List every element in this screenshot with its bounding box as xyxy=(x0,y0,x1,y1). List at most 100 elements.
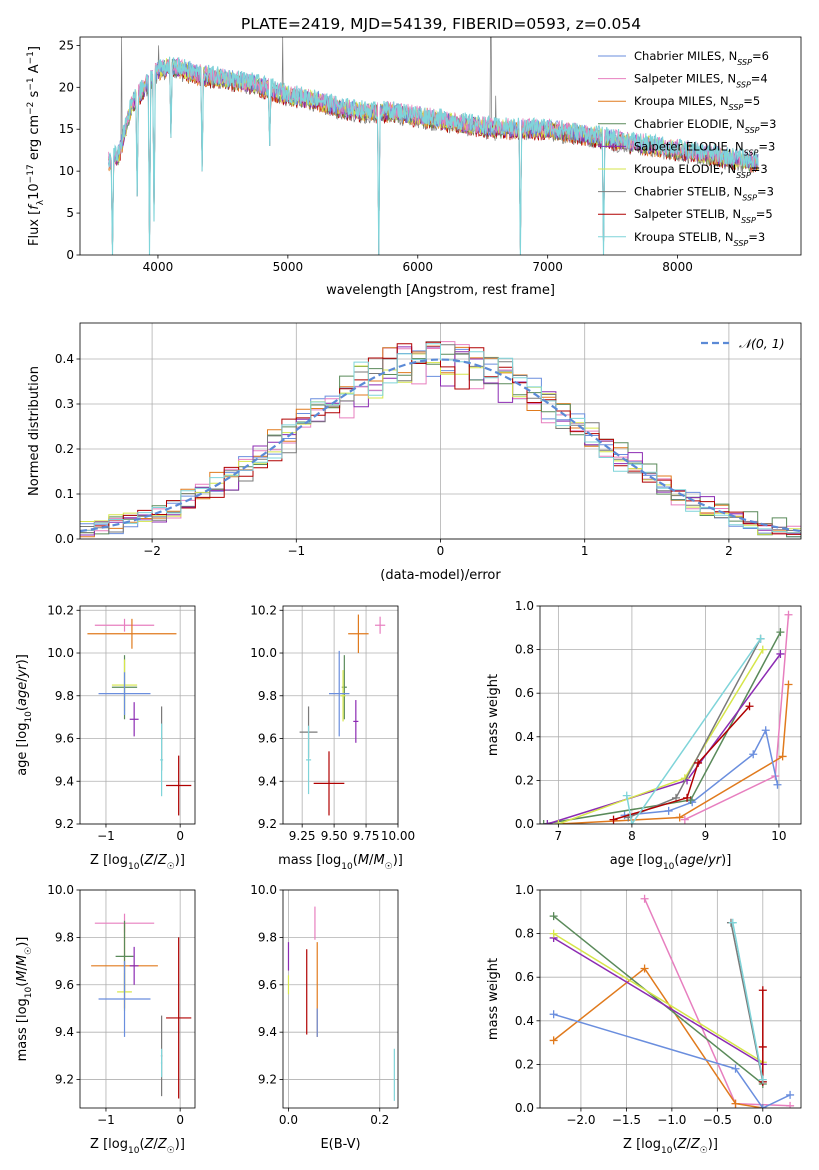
series-marker xyxy=(786,1090,795,1099)
y-tick-label: 9.2 xyxy=(258,1073,277,1087)
series-marker xyxy=(627,820,636,824)
series-salpeter-elodie xyxy=(543,649,785,824)
y-tick-label: 9.8 xyxy=(55,689,74,703)
series-marker xyxy=(749,750,758,759)
errorbar-kroupa-stelib xyxy=(160,723,164,797)
weight-lines xyxy=(549,894,795,1108)
x-tick-label: 5000 xyxy=(273,260,304,274)
y-tick-label: 0.4 xyxy=(515,730,534,744)
histogram-kroupa-stelib xyxy=(80,343,801,534)
y-tick-label: 0.2 xyxy=(55,442,74,456)
series-marker xyxy=(776,649,785,658)
x-tick-label: 9 xyxy=(702,829,710,843)
y-tick-label: 0.0 xyxy=(515,817,534,831)
series-marker xyxy=(731,1064,740,1073)
x-tick-label: 0 xyxy=(176,1113,184,1127)
y-tick-label: 0.6 xyxy=(515,686,534,700)
series-chabrier-elodie xyxy=(540,628,785,824)
series-marker xyxy=(549,1010,558,1019)
legend-label: Kroupa STELIB, NSSP=3 xyxy=(634,230,765,248)
errorbar-kroupa-elodie xyxy=(340,670,346,722)
y-tick-label: 0.3 xyxy=(55,397,74,411)
series-marker xyxy=(683,793,692,802)
y-tick-label: 9.8 xyxy=(258,689,277,703)
panels: 4000 5000 6000 7000 80000510152025wavelength… xyxy=(15,36,802,1156)
x-tick-label: −1.0 xyxy=(657,1113,686,1127)
y-tick-label: 0.8 xyxy=(515,927,534,941)
x-tick-label: 9.75 xyxy=(353,829,380,843)
series-marker xyxy=(609,815,618,824)
axes-frame xyxy=(282,605,399,825)
series-marker xyxy=(758,645,767,654)
legend-label-normal: 𝒩(0, 1) xyxy=(739,336,785,351)
y-tick-label: 0 xyxy=(66,248,74,262)
errorbar-kroupa-stelib xyxy=(160,1048,163,1078)
x-tick-label: −1 xyxy=(97,829,115,843)
weight-vs-Z-panel: −2.0 −1.5 −1.0 −0.5 0.0 0.0 0.2 0.4 0.6 0.8 1.0 Z [… xyxy=(486,883,802,1156)
series-marker xyxy=(784,610,793,619)
y-tick-label: 9.4 xyxy=(55,774,74,788)
errorbar-salpeter-stelib xyxy=(166,755,192,816)
series-marker xyxy=(758,1042,767,1051)
x-tick-label: −0.5 xyxy=(703,1113,732,1127)
x-tick-label: −2.0 xyxy=(566,1113,595,1127)
residuals-panel: −2 −1 0 1 2 0.0 0.1 0.2 0.3 0.4 (data-model)/error… xyxy=(27,322,802,583)
series-marker xyxy=(549,929,558,938)
x-tick-label: 0.2 xyxy=(370,1113,389,1127)
x-tick-label: −1 xyxy=(287,544,305,558)
y-tick-label: 9.4 xyxy=(258,774,277,788)
series-marker xyxy=(549,1036,558,1045)
series-marker xyxy=(543,820,552,824)
y-tick-label: 0.8 xyxy=(515,643,534,657)
figure-title: PLATE=2419, MJD=54139, FIBERID=0593, z=0… xyxy=(241,15,641,33)
x-tick-label: 7 xyxy=(555,829,563,843)
axes-frame xyxy=(539,889,802,1109)
legend-label: Kroupa MILES, NSSP=5 xyxy=(634,94,760,112)
series-marker xyxy=(784,680,793,689)
series-salpeter-miles xyxy=(680,610,793,824)
axes-frame xyxy=(282,889,399,1109)
spectrum-line-salpeter-stelib xyxy=(108,61,759,255)
weight-vs-age-ylabel: mass weight xyxy=(486,674,501,756)
spectrum-xlabel: wavelength [Angstrom, rest frame] xyxy=(326,283,555,298)
errorbar-kroupa-miles xyxy=(348,614,369,654)
x-tick-label: −1.5 xyxy=(612,1113,641,1127)
x-tick-label: 9.25 xyxy=(289,829,316,843)
y-tick-label: 0.0 xyxy=(515,1101,534,1115)
age-vs-Z-xlabel: Z [log10(Z/Z☉)] xyxy=(90,853,185,872)
y-tick-label: 1.0 xyxy=(515,883,534,897)
errorbars xyxy=(91,913,192,1099)
histogram-salpeter-stelib xyxy=(80,341,801,535)
errorbars xyxy=(299,614,386,816)
errorbar-salpeter-elodie xyxy=(129,702,139,737)
y-tick-label: 0.1 xyxy=(55,487,74,501)
series-line xyxy=(553,915,764,1085)
weight-vs-Z-ylabel: mass weight xyxy=(486,958,501,1040)
series-marker xyxy=(540,820,548,824)
x-tick-label: 8000 xyxy=(662,260,693,274)
axes-frame xyxy=(539,605,802,825)
series-marker xyxy=(731,1099,740,1108)
series-marker xyxy=(554,820,563,824)
spectrum-lines xyxy=(108,37,759,255)
legend-label: Kroupa ELODIE, NSSP=3 xyxy=(634,162,768,180)
series-line xyxy=(627,638,762,819)
legend-label: Chabrier STELIB, NSSP=3 xyxy=(634,185,774,203)
series-marker xyxy=(758,1075,767,1084)
normal-curve xyxy=(80,358,801,533)
legend-label: Salpeter MILES, NSSP=4 xyxy=(634,72,768,90)
series-kroupa-stelib xyxy=(622,634,765,824)
y-tick-label: 15 xyxy=(59,122,74,136)
series-line xyxy=(553,967,763,1108)
y-tick-label: 9.2 xyxy=(55,1073,74,1087)
errorbar-salpeter-miles xyxy=(375,616,386,634)
series-marker xyxy=(773,780,782,789)
spectrum-legend: Chabrier MILES, NSSP=6 Salpeter MILES, NS… xyxy=(598,49,776,247)
age-vs-mass-xlabel: mass [log10(M/M☉)] xyxy=(278,853,403,872)
y-tick-label: 0.2 xyxy=(515,1057,534,1071)
y-tick-label: 10 xyxy=(59,164,74,178)
series-marker xyxy=(622,791,631,800)
series-marker xyxy=(758,1104,767,1108)
errorbar-salpeter-stelib xyxy=(313,751,345,816)
errorbar-salpeter-stelib xyxy=(166,937,192,1099)
